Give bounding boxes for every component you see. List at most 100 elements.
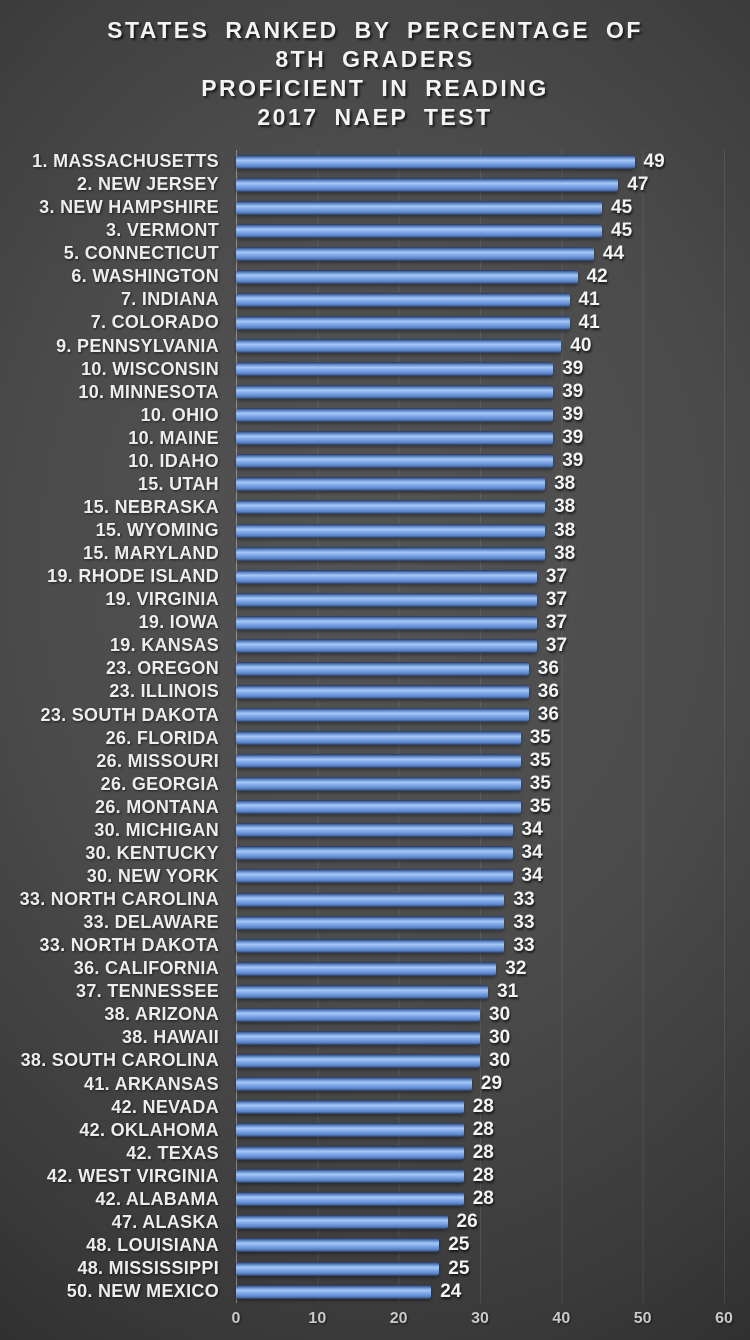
bar-track: 33 [236, 911, 750, 934]
bar-row: 38. HAWAII 30 [0, 1026, 750, 1049]
value-label: 37 [545, 634, 568, 656]
bar [236, 638, 537, 653]
state-label: 33. DELAWARE [83, 912, 219, 933]
state-label: 33. NORTH DAKOTA [39, 935, 219, 956]
bar-row: 2. NEW JERSEY 47 [0, 173, 750, 196]
bar [236, 1284, 432, 1299]
bar [236, 684, 529, 699]
bar-track: 39 [236, 358, 750, 381]
value-label: 31 [497, 980, 519, 1002]
bar-track: 34 [236, 842, 750, 865]
bar-track: 38 [236, 473, 750, 496]
value-label: 42 [586, 265, 608, 287]
state-label: 1. MASSACHUSETTS [32, 151, 219, 172]
bar-row: 48. LOUISIANA 25 [0, 1234, 750, 1257]
bar-track: 38 [236, 542, 750, 565]
state-label: 30. KENTUCKY [85, 842, 219, 863]
state-label: 15. MARYLAND [83, 543, 219, 564]
bar [236, 546, 546, 561]
bar [236, 500, 546, 515]
value-label: 41 [578, 288, 600, 310]
x-axis-tick: 30 [471, 1310, 489, 1327]
state-label: 23. SOUTH DAKOTA [40, 704, 219, 725]
bar-row: 10. OHIO 39 [0, 404, 750, 427]
value-label: 37 [545, 611, 568, 633]
state-label: 42. ALABAMA [95, 1188, 219, 1209]
state-label: 19. VIRGINIA [105, 589, 219, 610]
bar-track: 41 [236, 311, 750, 334]
bar-row: 19. KANSAS 37 [0, 634, 750, 657]
state-label: 15. NEBRASKA [83, 496, 219, 517]
bar-row: 10. IDAHO 39 [0, 450, 750, 473]
state-label: 50. NEW MEXICO [66, 1281, 219, 1302]
bar-track: 38 [236, 496, 750, 519]
bar-track: 32 [236, 957, 750, 980]
bar [236, 1146, 464, 1161]
chart-title-line-1: STATES RANKED BY PERCENTAGE OF [107, 17, 643, 43]
bar [236, 477, 546, 492]
bar [236, 1030, 480, 1045]
value-label: 29 [480, 1073, 503, 1095]
bar [236, 1123, 464, 1138]
bar [236, 1215, 448, 1230]
bar-track: 28 [236, 1096, 750, 1119]
bar-row: 6. WASHINGTON 42 [0, 265, 750, 288]
bar-row: 23. ILLINOIS 36 [0, 680, 750, 703]
bar-track: 41 [236, 288, 750, 311]
value-label: 39 [562, 358, 584, 380]
bar [236, 339, 562, 354]
bar-row: 30. NEW YORK 34 [0, 865, 750, 888]
bar-row: 41. ARKANSAS 29 [0, 1073, 750, 1096]
bar-row: 42. OKLAHOMA 28 [0, 1119, 750, 1142]
x-axis: 0 10 20 30 40 50 60 [0, 1303, 750, 1337]
bar [236, 961, 497, 976]
bar-row: 33. NORTH DAKOTA 33 [0, 934, 750, 957]
state-label: 10. WISCONSIN [81, 358, 219, 379]
bar [236, 431, 554, 446]
bar [236, 292, 570, 307]
bar-track: 45 [236, 196, 750, 219]
bar-row: 33. NORTH CAROLINA 33 [0, 888, 750, 911]
state-label: 26. MISSOURI [96, 750, 219, 771]
bar-track: 42 [236, 265, 750, 288]
value-label: 36 [537, 657, 559, 679]
state-label: 42. WEST VIRGINIA [46, 1165, 219, 1186]
value-label: 33 [513, 934, 535, 956]
chart-title-line-3: PROFICIENT IN READING [201, 75, 549, 101]
value-label: 39 [562, 427, 584, 449]
bar-track: 49 [236, 150, 750, 173]
value-label: 28 [472, 1188, 494, 1210]
bar-row: 42. WEST VIRGINIA 28 [0, 1165, 750, 1188]
state-label: 30. MICHIGAN [94, 819, 219, 840]
value-label: 28 [472, 1165, 494, 1187]
bar-track: 35 [236, 750, 750, 773]
bar-row: 42. TEXAS 28 [0, 1142, 750, 1165]
x-axis-tick: 10 [308, 1310, 327, 1327]
value-label: 26 [456, 1211, 478, 1233]
bar-row: 48. MISSISSIPPI 25 [0, 1257, 750, 1280]
bar [236, 1169, 464, 1184]
value-label: 36 [537, 704, 559, 726]
bar-row: 19. IOWA 37 [0, 611, 750, 634]
bar [236, 408, 554, 423]
bar [236, 246, 594, 261]
bar-row: 38. SOUTH CAROLINA 30 [0, 1049, 750, 1072]
value-label: 38 [554, 473, 576, 495]
state-label: 36. CALIFORNIA [73, 958, 219, 979]
bar-track: 31 [236, 980, 750, 1003]
state-label: 9. PENNSYLVANIA [56, 335, 219, 356]
state-label: 38. SOUTH CAROLINA [20, 1050, 219, 1071]
state-label: 26. MONTANA [95, 796, 219, 817]
bar-track: 28 [236, 1119, 750, 1142]
value-label: 49 [643, 150, 665, 172]
bar [236, 1007, 480, 1022]
bar-track: 36 [236, 680, 750, 703]
bar [236, 592, 537, 607]
value-label: 37 [545, 588, 568, 610]
bar-track: 29 [236, 1073, 750, 1096]
bar-row: 15. NEBRASKA 38 [0, 496, 750, 519]
state-label: 33. NORTH CAROLINA [19, 889, 219, 910]
value-label: 37 [545, 565, 568, 587]
bar [236, 1192, 464, 1207]
value-label: 44 [602, 242, 625, 264]
